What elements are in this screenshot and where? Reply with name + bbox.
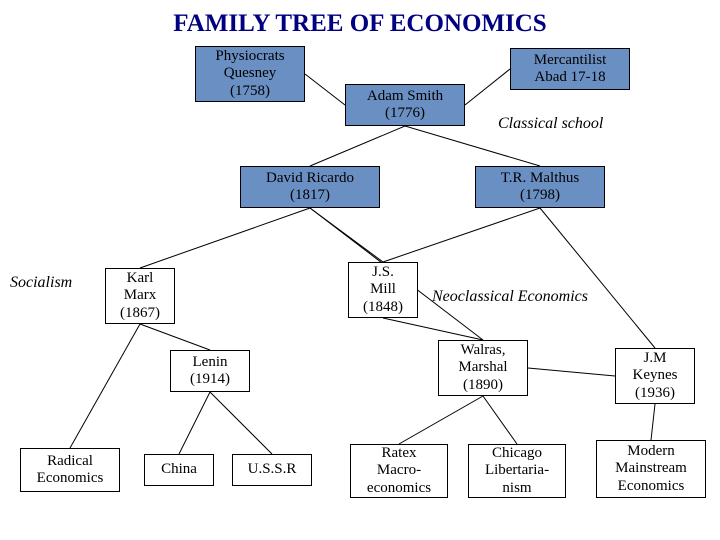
edge-walras-keynes (528, 368, 615, 376)
node-mill-line3: (1848) (363, 299, 403, 316)
label-neoclassical: Neoclassical Economics (432, 288, 588, 306)
edge-walras-ratex (399, 396, 483, 444)
node-ratex: RatexMacro-economics (350, 444, 448, 498)
node-mill-line2: Mill (370, 281, 396, 298)
node-radical-line2: Economics (37, 470, 104, 487)
node-walras-line1: Walras, (460, 342, 505, 359)
node-keynes-line3: (1936) (635, 385, 675, 402)
node-ussr: U.S.S.R (232, 454, 312, 486)
node-ussr-line1: U.S.S.R (248, 461, 297, 478)
edge-lenin-ussr (210, 392, 272, 454)
label-classical: Classical school (498, 115, 603, 133)
edge-physiocrats-smith (305, 74, 345, 105)
node-china: China (144, 454, 214, 486)
node-marx-line1: Karl (127, 270, 154, 287)
node-chicago-line3: nism (502, 480, 531, 497)
node-lenin: Lenin(1914) (170, 350, 250, 392)
edge-ricardo-mill (310, 208, 383, 262)
node-physiocrats-line3: (1758) (230, 83, 270, 100)
node-ratex-line3: economics (367, 480, 431, 497)
node-lenin-line2: (1914) (190, 371, 230, 388)
diagram-title: FAMILY TREE OF ECONOMICS (0, 10, 720, 38)
node-malthus-line1: T.R. Malthus (501, 170, 579, 187)
node-ricardo-line1: David Ricardo (266, 170, 354, 187)
node-physiocrats-line1: Physiocrats (215, 48, 284, 65)
node-mercantilist-line1: Mercantilist (534, 52, 606, 69)
edge-ricardo-marx (140, 208, 310, 268)
node-physiocrats-line2: Quesney (224, 65, 277, 82)
node-smith-line2: (1776) (385, 105, 425, 122)
edge-malthus-keynes (540, 208, 655, 348)
node-keynes: J.MKeynes(1936) (615, 348, 695, 404)
node-keynes-line1: J.M (644, 350, 667, 367)
diagram-canvas: { "title": { "text": "FAMILY TREE OF ECO… (0, 0, 720, 540)
node-marx-line3: (1867) (120, 305, 160, 322)
edge-marx-radical (70, 324, 140, 448)
node-mill: J.S.Mill(1848) (348, 262, 418, 318)
node-smith-line1: Adam Smith (367, 88, 443, 105)
node-walras: Walras,Marshal(1890) (438, 340, 528, 396)
edge-malthus-mill (383, 208, 540, 262)
edge-smith-ricardo (310, 126, 405, 166)
node-china-line1: China (161, 461, 197, 478)
edge-mercantilist-smith (465, 69, 510, 105)
node-chicago-line1: Chicago (492, 445, 542, 462)
node-malthus-line2: (1798) (520, 187, 560, 204)
node-lenin-line1: Lenin (193, 354, 228, 371)
node-walras-line2: Marshal (458, 359, 507, 376)
node-physiocrats: PhysiocratsQuesney(1758) (195, 46, 305, 102)
node-radical: RadicalEconomics (20, 448, 120, 492)
node-malthus: T.R. Malthus(1798) (475, 166, 605, 208)
node-mercantilist-line2: Abad 17-18 (534, 69, 605, 86)
node-keynes-line2: Keynes (633, 367, 678, 384)
edge-lenin-china (179, 392, 210, 454)
edge-marx-lenin (140, 324, 210, 350)
node-walras-line3: (1890) (463, 377, 503, 394)
node-mill-line1: J.S. (372, 264, 394, 281)
node-smith: Adam Smith(1776) (345, 84, 465, 126)
node-modern-line1: Modern (627, 443, 675, 460)
edge-keynes-modern (651, 404, 655, 440)
node-modern-line2: Mainstream (615, 460, 687, 477)
node-ricardo-line2: (1817) (290, 187, 330, 204)
node-modern-line3: Economics (618, 478, 685, 495)
edge-mill-walras (383, 318, 483, 340)
node-mercantilist: MercantilistAbad 17-18 (510, 48, 630, 90)
edge-walras-chicago (483, 396, 517, 444)
node-ricardo: David Ricardo(1817) (240, 166, 380, 208)
label-socialism: Socialism (10, 274, 72, 292)
node-marx: KarlMarx(1867) (105, 268, 175, 324)
node-chicago-line2: Libertaria- (485, 462, 549, 479)
node-radical-line1: Radical (47, 453, 93, 470)
node-marx-line2: Marx (124, 287, 157, 304)
node-ratex-line1: Ratex (382, 445, 417, 462)
node-chicago: ChicagoLibertaria-nism (468, 444, 566, 498)
node-ratex-line2: Macro- (377, 462, 421, 479)
node-modern: ModernMainstreamEconomics (596, 440, 706, 498)
